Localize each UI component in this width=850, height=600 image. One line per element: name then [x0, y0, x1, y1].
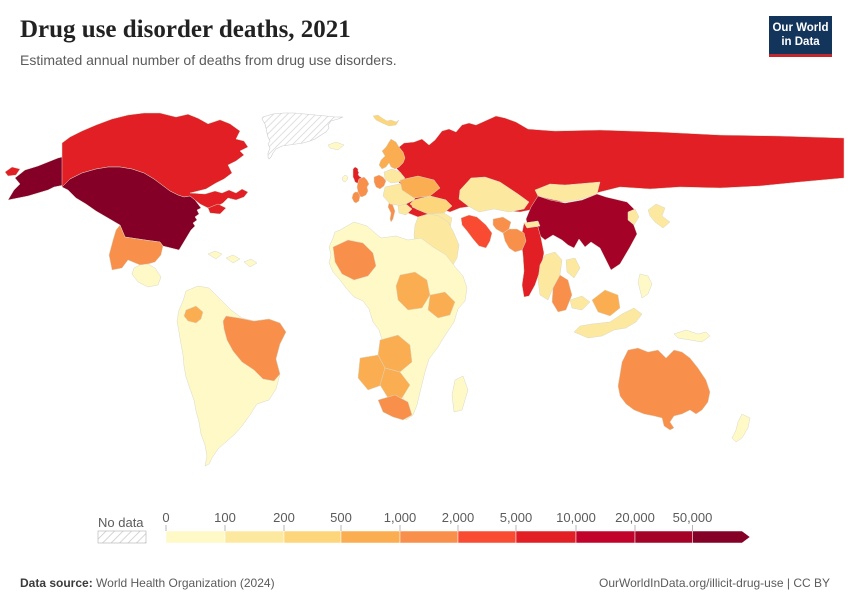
svg-text:50,000: 50,000 — [673, 510, 713, 525]
svg-text:10,000: 10,000 — [556, 510, 596, 525]
svg-text:200: 200 — [273, 510, 295, 525]
svg-text:0: 0 — [162, 510, 169, 525]
svg-text:1,000: 1,000 — [384, 510, 417, 525]
svg-text:100: 100 — [214, 510, 236, 525]
svg-text:2,000: 2,000 — [442, 510, 475, 525]
svg-text:20,000: 20,000 — [615, 510, 655, 525]
svg-text:500: 500 — [330, 510, 352, 525]
svg-text:5,000: 5,000 — [500, 510, 533, 525]
svg-text:No data: No data — [98, 515, 144, 530]
